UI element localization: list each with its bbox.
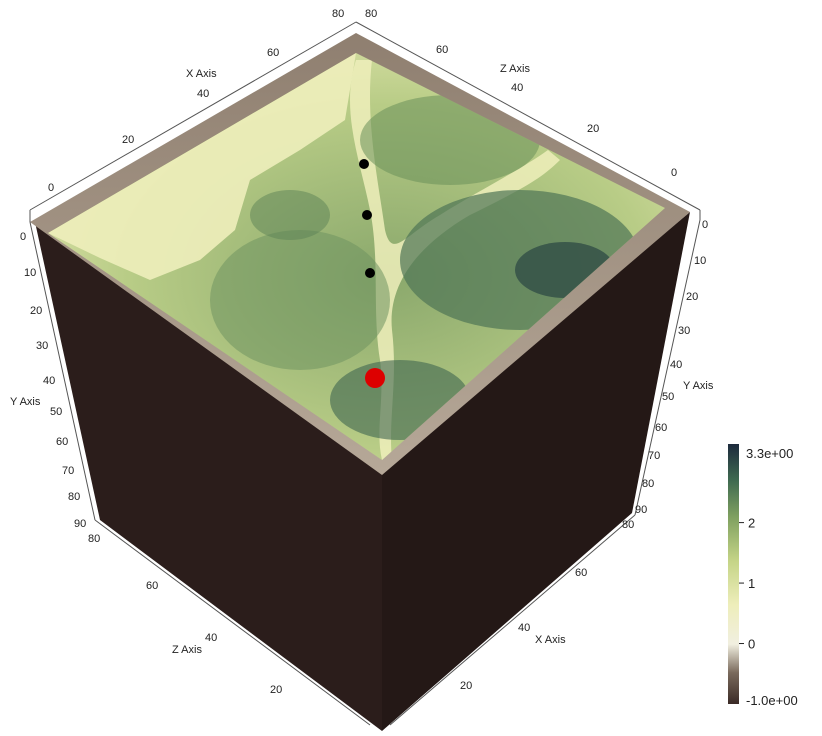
colorbar-gradient [728, 444, 739, 704]
y-tick-left: 80 [68, 491, 80, 503]
block-left-face [35, 222, 382, 731]
marker-point-1[interactable] [359, 159, 369, 169]
point-markers [359, 159, 385, 388]
x-tick-bottom: 80 [622, 519, 634, 531]
z-tick-top: 40 [511, 82, 523, 94]
marker-point-3[interactable] [365, 268, 375, 278]
terrain-detail [48, 53, 640, 460]
marker-point-2[interactable] [362, 210, 372, 220]
y-axis-right-labels: 0 10 20 30 40 50 60 70 80 90 Y Axis [635, 219, 714, 516]
y-tick-right: 40 [670, 359, 682, 371]
block-right-face [382, 212, 690, 731]
y-axis-left [29, 221, 96, 521]
y-tick-right: 20 [686, 291, 698, 303]
z-tick-top: 80 [365, 8, 377, 20]
y-tick-right: 0 [702, 219, 708, 231]
mountain-mass-center [210, 230, 390, 370]
z-axis-top: 80 60 40 20 0 Z Axis [365, 8, 677, 179]
y-tick-left: 20 [30, 305, 42, 317]
z-tick-top: 60 [436, 44, 448, 56]
z-tick-bottom: 40 [205, 632, 217, 644]
y-tick-left: 70 [62, 465, 74, 477]
z-tick-top: 0 [671, 167, 677, 179]
z-tick-bottom: 20 [270, 684, 282, 696]
marker-point-selected[interactable] [365, 368, 385, 388]
colorbar-tick-label: 0 [748, 637, 755, 652]
x-tick-top: 40 [197, 88, 209, 100]
lowland-plain [48, 53, 356, 280]
y-tick-right: 80 [642, 478, 654, 490]
ridge-west [250, 190, 330, 240]
colorbar-tick-label: 1 [748, 576, 755, 591]
colorbar-ticks: 2 1 0 [739, 516, 755, 652]
y-tick-left: 40 [43, 375, 55, 387]
y-axis-right [634, 219, 701, 516]
z-tick-bottom: 80 [88, 533, 100, 545]
y-tick-right: 60 [655, 422, 667, 434]
x-tick-top: 60 [267, 47, 279, 59]
y-tick-right: 50 [662, 391, 674, 403]
y-tick-left: 90 [74, 518, 86, 530]
y-tick-right: 70 [648, 450, 660, 462]
y-axis-title-right: Y Axis [683, 380, 714, 392]
river-valley [350, 60, 560, 460]
y-tick-left: 30 [36, 340, 48, 352]
x-tick-bottom: 20 [460, 680, 472, 692]
y-tick-right: 10 [694, 255, 706, 267]
colorbar-tick-label: 2 [748, 516, 755, 531]
x-tick-top: 20 [122, 134, 134, 146]
axes-grid-lines [29, 21, 701, 222]
colorbar-max-label: 3.3e+00 [746, 446, 793, 461]
y-tick-left: 10 [24, 267, 36, 279]
scalar-colorbar[interactable]: 3.3e+00 2 1 0 -1.0e+00 [728, 444, 798, 708]
x-tick-top: 0 [48, 182, 54, 194]
y-tick-left: 60 [56, 436, 68, 448]
y-axis-title-left: Y Axis [10, 396, 41, 408]
y-tick-left: 50 [50, 406, 62, 418]
x-axis-title-bottom: X Axis [535, 634, 566, 646]
x-axis-title-top: X Axis [186, 68, 217, 80]
y-tick-left: 0 [20, 231, 26, 243]
y-axis-left-labels: 0 10 20 30 40 50 60 70 80 90 Y Axis [10, 231, 86, 530]
z-tick-top: 20 [587, 123, 599, 135]
x-axis-bottom: 20 40 60 80 X Axis [389, 514, 636, 726]
z-axis-bottom: 80 60 40 20 Z Axis [88, 519, 371, 726]
colorbar-min-label: -1.0e+00 [746, 693, 798, 708]
z-axis-title-bottom: Z Axis [172, 644, 202, 656]
y-tick-right: 90 [635, 504, 647, 516]
terrain-surface [30, 33, 690, 475]
x-tick-top: 80 [332, 8, 344, 20]
volume-block [35, 212, 690, 731]
x-tick-bottom: 40 [518, 622, 530, 634]
x-axis-top: 0 20 40 60 80 X Axis [48, 8, 344, 194]
y-tick-right: 30 [678, 325, 690, 337]
x-tick-bottom: 60 [575, 567, 587, 579]
z-tick-bottom: 60 [146, 580, 158, 592]
mountain-mass-north [360, 95, 540, 185]
z-axis-title-top: Z Axis [500, 63, 530, 75]
